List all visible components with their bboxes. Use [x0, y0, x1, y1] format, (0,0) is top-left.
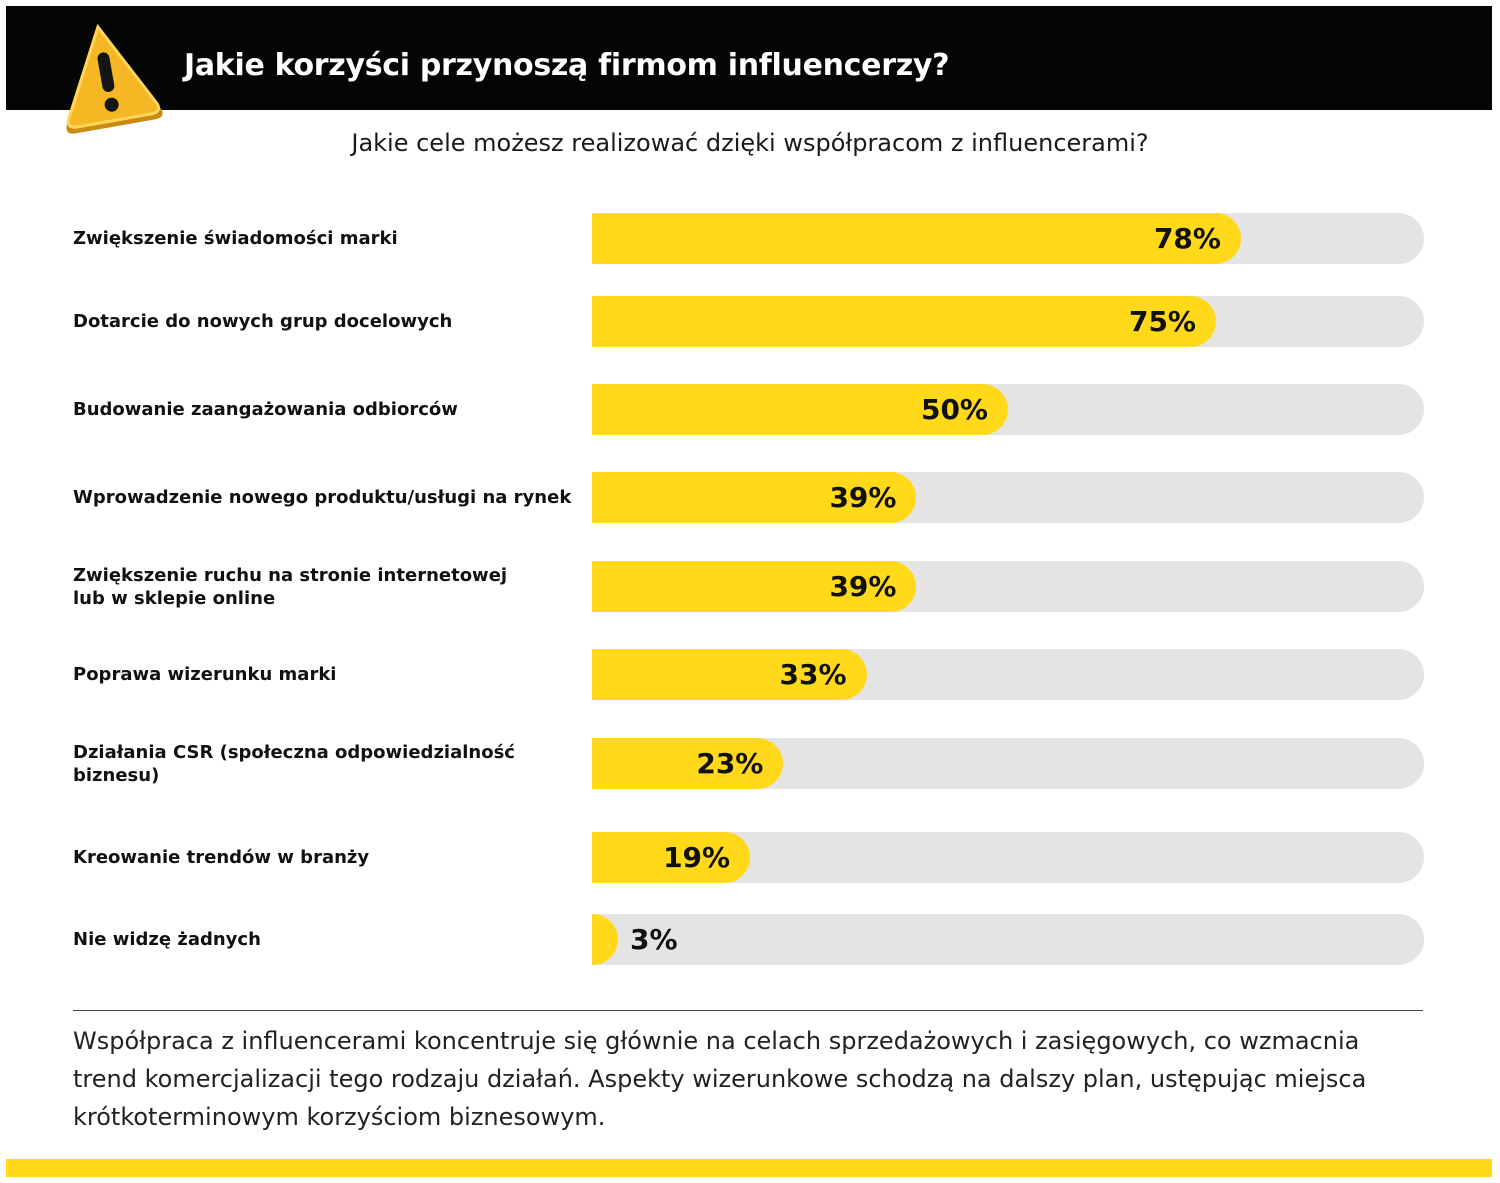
bar-label: Poprawa wizerunku marki: [73, 664, 337, 685]
bar-label: Nie widzę żadnych: [73, 929, 261, 950]
bar-label: Zwiększenie ruchu na stronie internetowe…: [73, 564, 508, 609]
bar-track: 33%: [592, 649, 1424, 700]
header-bar: [6, 6, 1492, 110]
bar-label: Zwiększenie świadomości marki: [73, 228, 398, 249]
bar-track: 50%: [592, 384, 1424, 435]
summary-text: Współpraca z influencerami koncentruje s…: [73, 1027, 1367, 1131]
bar: [592, 832, 751, 883]
bar-label: Dotarcie do nowych grup docelowych: [73, 311, 453, 332]
warning-icon: [66, 23, 163, 134]
bar-value-label: 23%: [696, 747, 764, 780]
bar: [592, 296, 1216, 347]
chart-subtitle: Jakie cele możesz realizować dzięki wspó…: [351, 129, 1149, 157]
bar: [592, 914, 618, 965]
bar: [592, 561, 917, 612]
bar-label: Działania CSR (społeczna odpowiedzialnoś…: [73, 741, 515, 786]
bar-track: 19%: [592, 832, 1424, 883]
bar: [592, 649, 867, 700]
bar-label: Budowanie zaangażowania odbiorców: [73, 399, 458, 420]
bar: [592, 738, 784, 789]
bar-track: 39%: [592, 472, 1424, 523]
bar-value-label: 33%: [779, 658, 847, 691]
bar-value-label: 19%: [663, 841, 731, 874]
bar-track: 78%: [592, 213, 1424, 264]
bar-track: 23%: [592, 738, 1424, 789]
bar-chart: Zwiększenie świadomości marki 78% Dotarcie…: [73, 213, 1424, 965]
page-title: Jakie korzyści przynoszą firmom influenc…: [184, 48, 950, 83]
bottom-accent-bar: [6, 1159, 1492, 1177]
bar: [592, 213, 1241, 264]
divider: [73, 1010, 1423, 1011]
bar-track: 75%: [592, 296, 1424, 347]
bar-value-label: 3%: [630, 923, 678, 956]
bar-value-label: 78%: [1153, 222, 1221, 255]
bar-label: Kreowanie trendów w branży: [73, 847, 370, 868]
bar-track: 3%: [592, 914, 1424, 965]
bar-label: Wprowadzenie nowego produktu/usługi na r…: [73, 487, 572, 508]
bar-value-label: 50%: [920, 393, 988, 426]
bar-value-label: 39%: [829, 570, 897, 603]
bar-track: 39%: [592, 561, 1424, 612]
bar-value-label: 75%: [1128, 305, 1196, 338]
bar: [592, 472, 917, 523]
bar: [592, 384, 1008, 435]
bar-value-label: 39%: [829, 481, 897, 514]
